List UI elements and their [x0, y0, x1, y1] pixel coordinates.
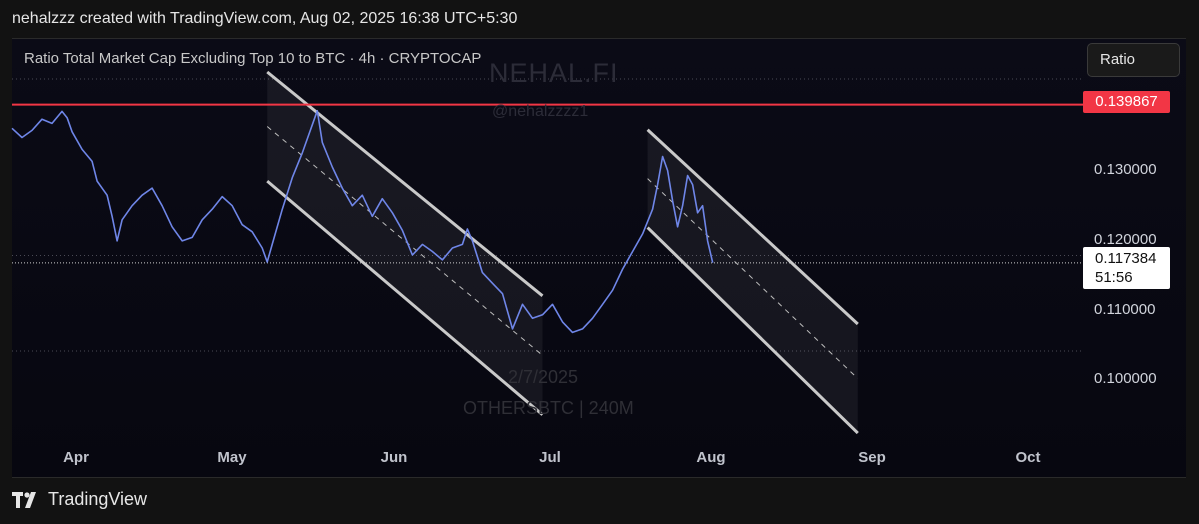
x-tick-label: Apr	[63, 449, 89, 466]
x-tick-label: May	[217, 449, 247, 466]
y-tick-label: 0.120000	[1094, 231, 1157, 248]
y-tick-label: 0.130000	[1094, 161, 1157, 178]
price-series-line	[11, 109, 714, 334]
attribution-header: nehalzzz created with TradingView.com, A…	[12, 10, 518, 27]
channel-lower-line	[646, 226, 859, 435]
channel-upper-line	[266, 70, 544, 297]
chart-title: Ratio Total Market Cap Excluding Top 10 …	[24, 50, 482, 67]
x-tick-label: Sep	[858, 449, 886, 466]
bar-countdown: 51:56	[1095, 269, 1133, 286]
x-tick-label: Oct	[1015, 449, 1041, 466]
watermark-date: 2/7/2025	[508, 367, 579, 387]
resistance-price-badge: 0.139867	[1083, 91, 1170, 113]
x-tick-label: Jul	[539, 449, 561, 466]
footer: TradingView	[12, 489, 147, 510]
current-price-badge: 0.117384 51:56	[1083, 247, 1170, 289]
footer-brand: TradingView	[48, 489, 148, 509]
channel-midline	[647, 178, 859, 379]
y-tick-label: 0.110000	[1094, 301, 1156, 318]
watermark-symbol: OTHERSBTC | 240M	[463, 398, 634, 418]
ratio-button[interactable]: Ratio	[1087, 43, 1180, 77]
chart-panel	[12, 38, 1186, 478]
x-tick-label: Jun	[380, 449, 408, 466]
channel-fill	[647, 129, 858, 434]
channel-upper-line	[646, 128, 859, 326]
watermark-name: NEHAL.FI	[489, 58, 619, 88]
x-tick-label: Aug	[696, 449, 726, 466]
channel-fill	[267, 72, 543, 415]
tradingview-logo-icon	[12, 491, 36, 508]
channel-lower-line	[266, 179, 544, 416]
watermark-handle: @nehalzzzz1	[492, 103, 589, 120]
y-tick-label: 0.100000	[1094, 370, 1157, 387]
current-price-value: 0.117384	[1095, 250, 1157, 267]
